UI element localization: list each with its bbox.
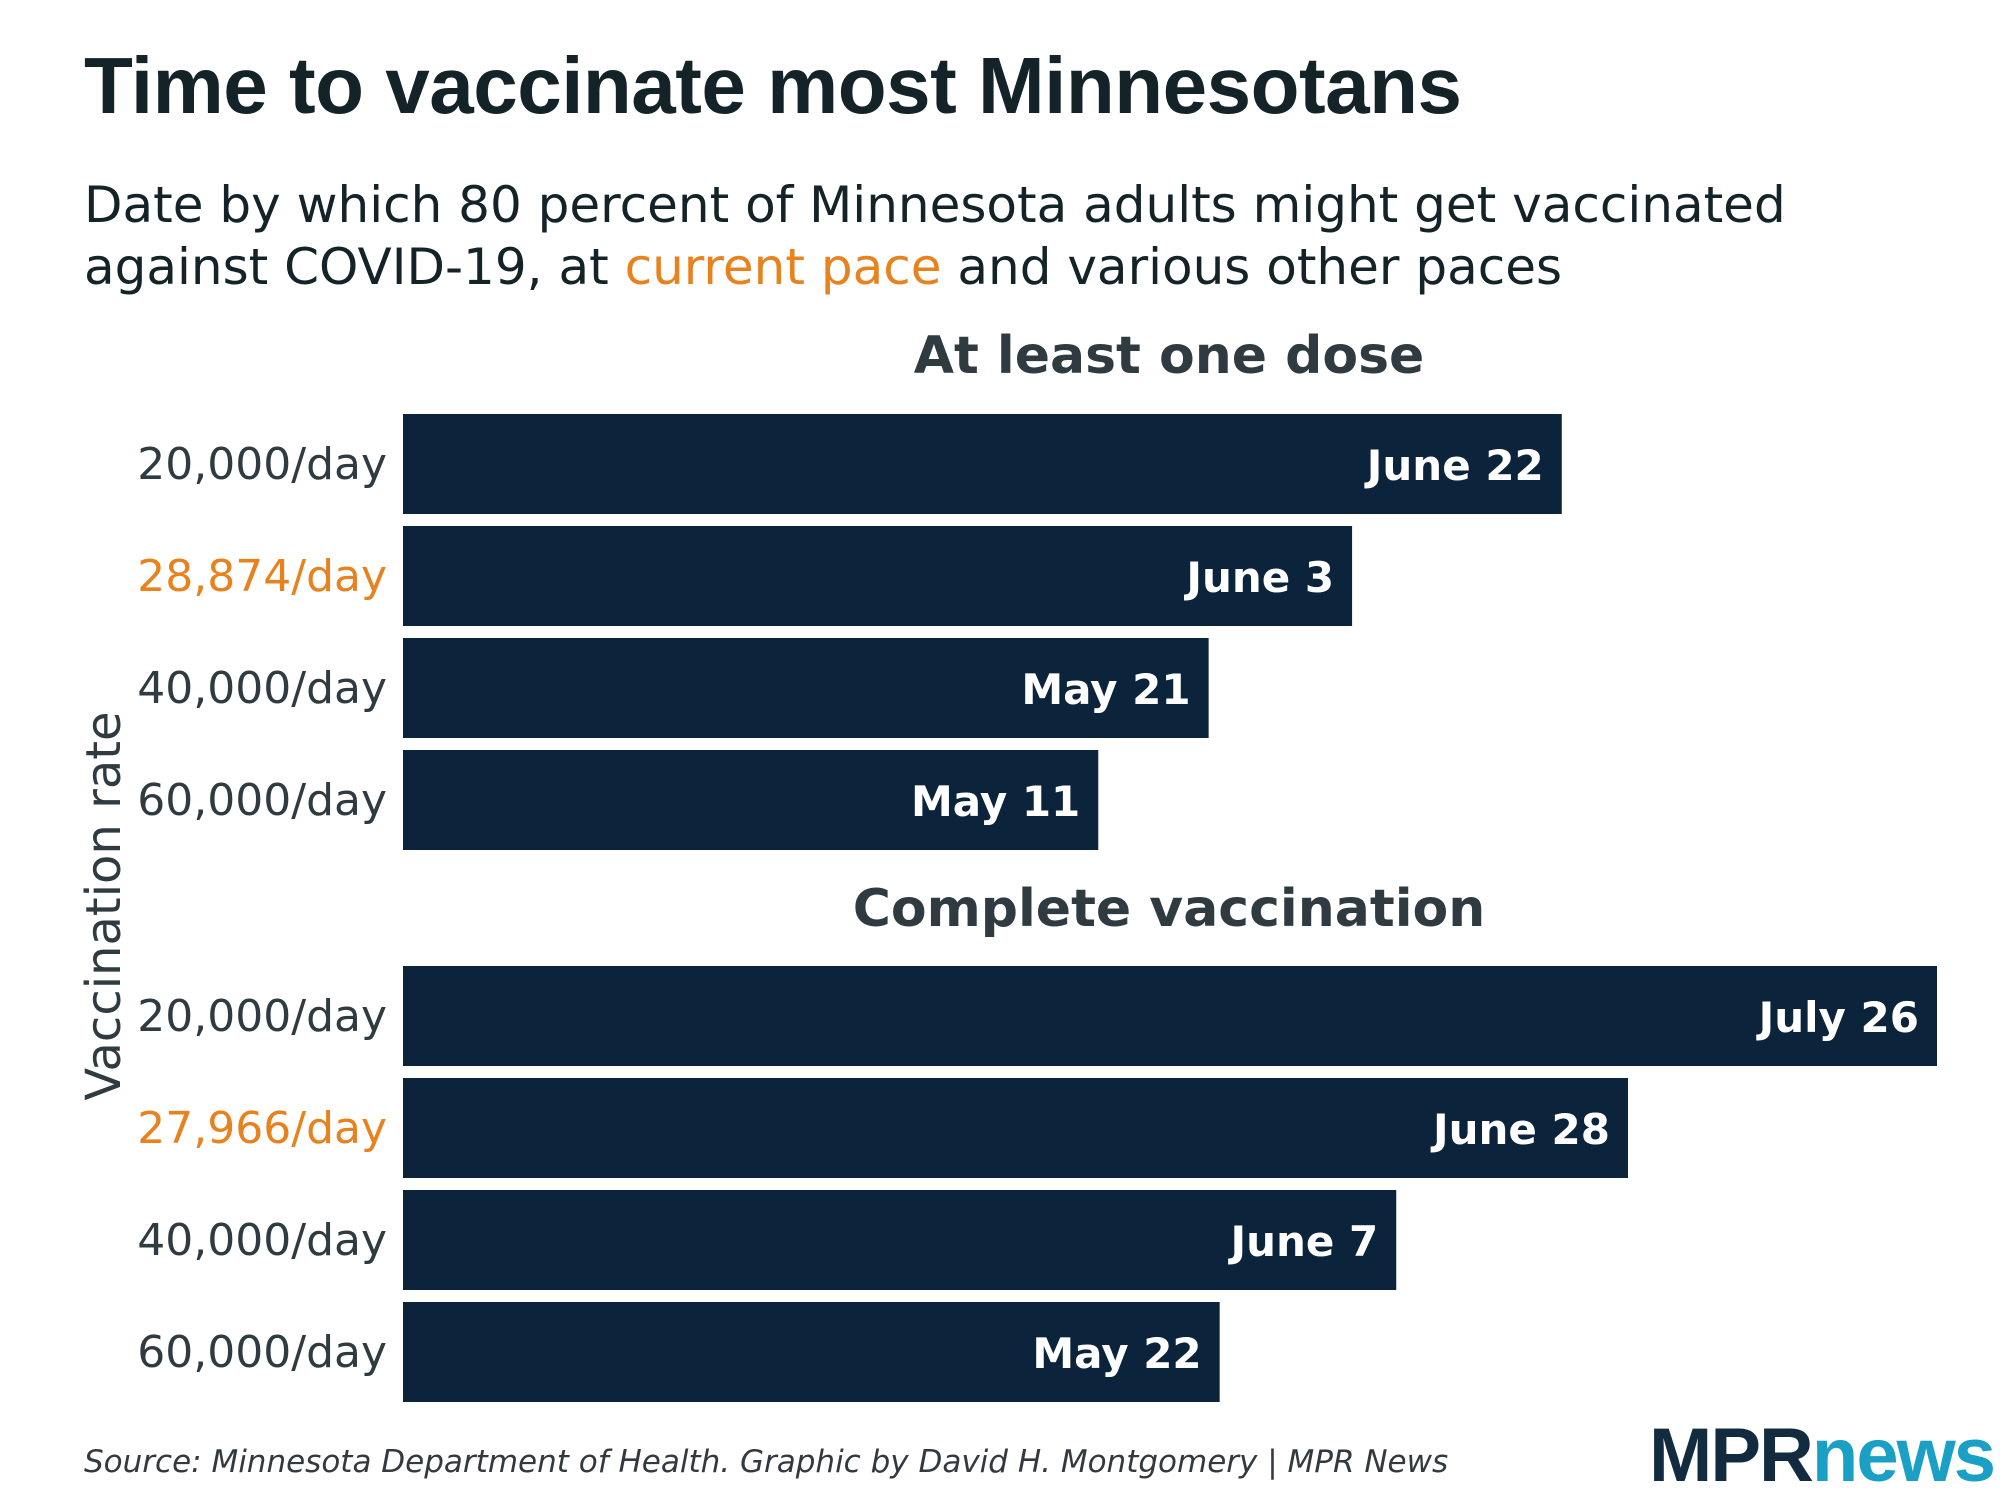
subtitle-highlight: current pace — [624, 238, 942, 296]
logo-news: news — [1811, 1413, 1996, 1498]
category-label: 28,874/day — [137, 551, 387, 602]
subtitle-text-end: and various other paces — [941, 238, 1563, 296]
source-note: Source: Minnesota Department of Health. … — [84, 1444, 1449, 1480]
chart-subtitle: Date by which 80 percent of Minnesota ad… — [84, 174, 1964, 298]
panel-title: At least one dose — [914, 326, 1425, 386]
mpr-news-logo[interactable]: MPRnews — [1649, 1412, 1996, 1499]
bar-value-label: July 26 — [1756, 993, 1919, 1042]
bar — [403, 1078, 1628, 1178]
bar-value-label: May 11 — [911, 777, 1080, 826]
y-axis-label: Vaccination rate — [76, 711, 132, 1100]
subtitle-text-start: Date by which 80 percent of Minnesota ad… — [84, 176, 1786, 296]
category-label: 60,000/day — [137, 775, 387, 826]
bar-value-label: June 7 — [1227, 1217, 1378, 1266]
chart-title: Time to vaccinate most Minnesotans — [84, 41, 1462, 130]
bar — [403, 638, 1209, 738]
category-label: 27,966/day — [137, 1103, 387, 1154]
bar — [403, 966, 1937, 1066]
panel-title: Complete vaccination — [853, 879, 1486, 939]
bar — [403, 526, 1353, 626]
bar-value-label: May 21 — [1021, 665, 1190, 714]
bar-value-label: June 28 — [1430, 1105, 1610, 1154]
category-label: 20,000/day — [137, 991, 387, 1042]
category-label: 40,000/day — [137, 1215, 387, 1266]
bar-value-label: June 3 — [1183, 553, 1334, 602]
logo-mpr: MPR — [1649, 1413, 1814, 1498]
category-label: 40,000/day — [137, 663, 387, 714]
bar — [403, 414, 1562, 514]
bar-chart: Vaccination rate At least one dose June 22… — [76, 326, 1937, 1402]
category-label: 20,000/day — [137, 439, 387, 490]
bar — [403, 1302, 1220, 1402]
bar — [403, 1190, 1397, 1290]
category-label: 60,000/day — [137, 1327, 387, 1378]
bar — [403, 750, 1099, 850]
bar-value-label: June 22 — [1364, 441, 1544, 490]
bar-value-label: May 22 — [1032, 1329, 1201, 1378]
